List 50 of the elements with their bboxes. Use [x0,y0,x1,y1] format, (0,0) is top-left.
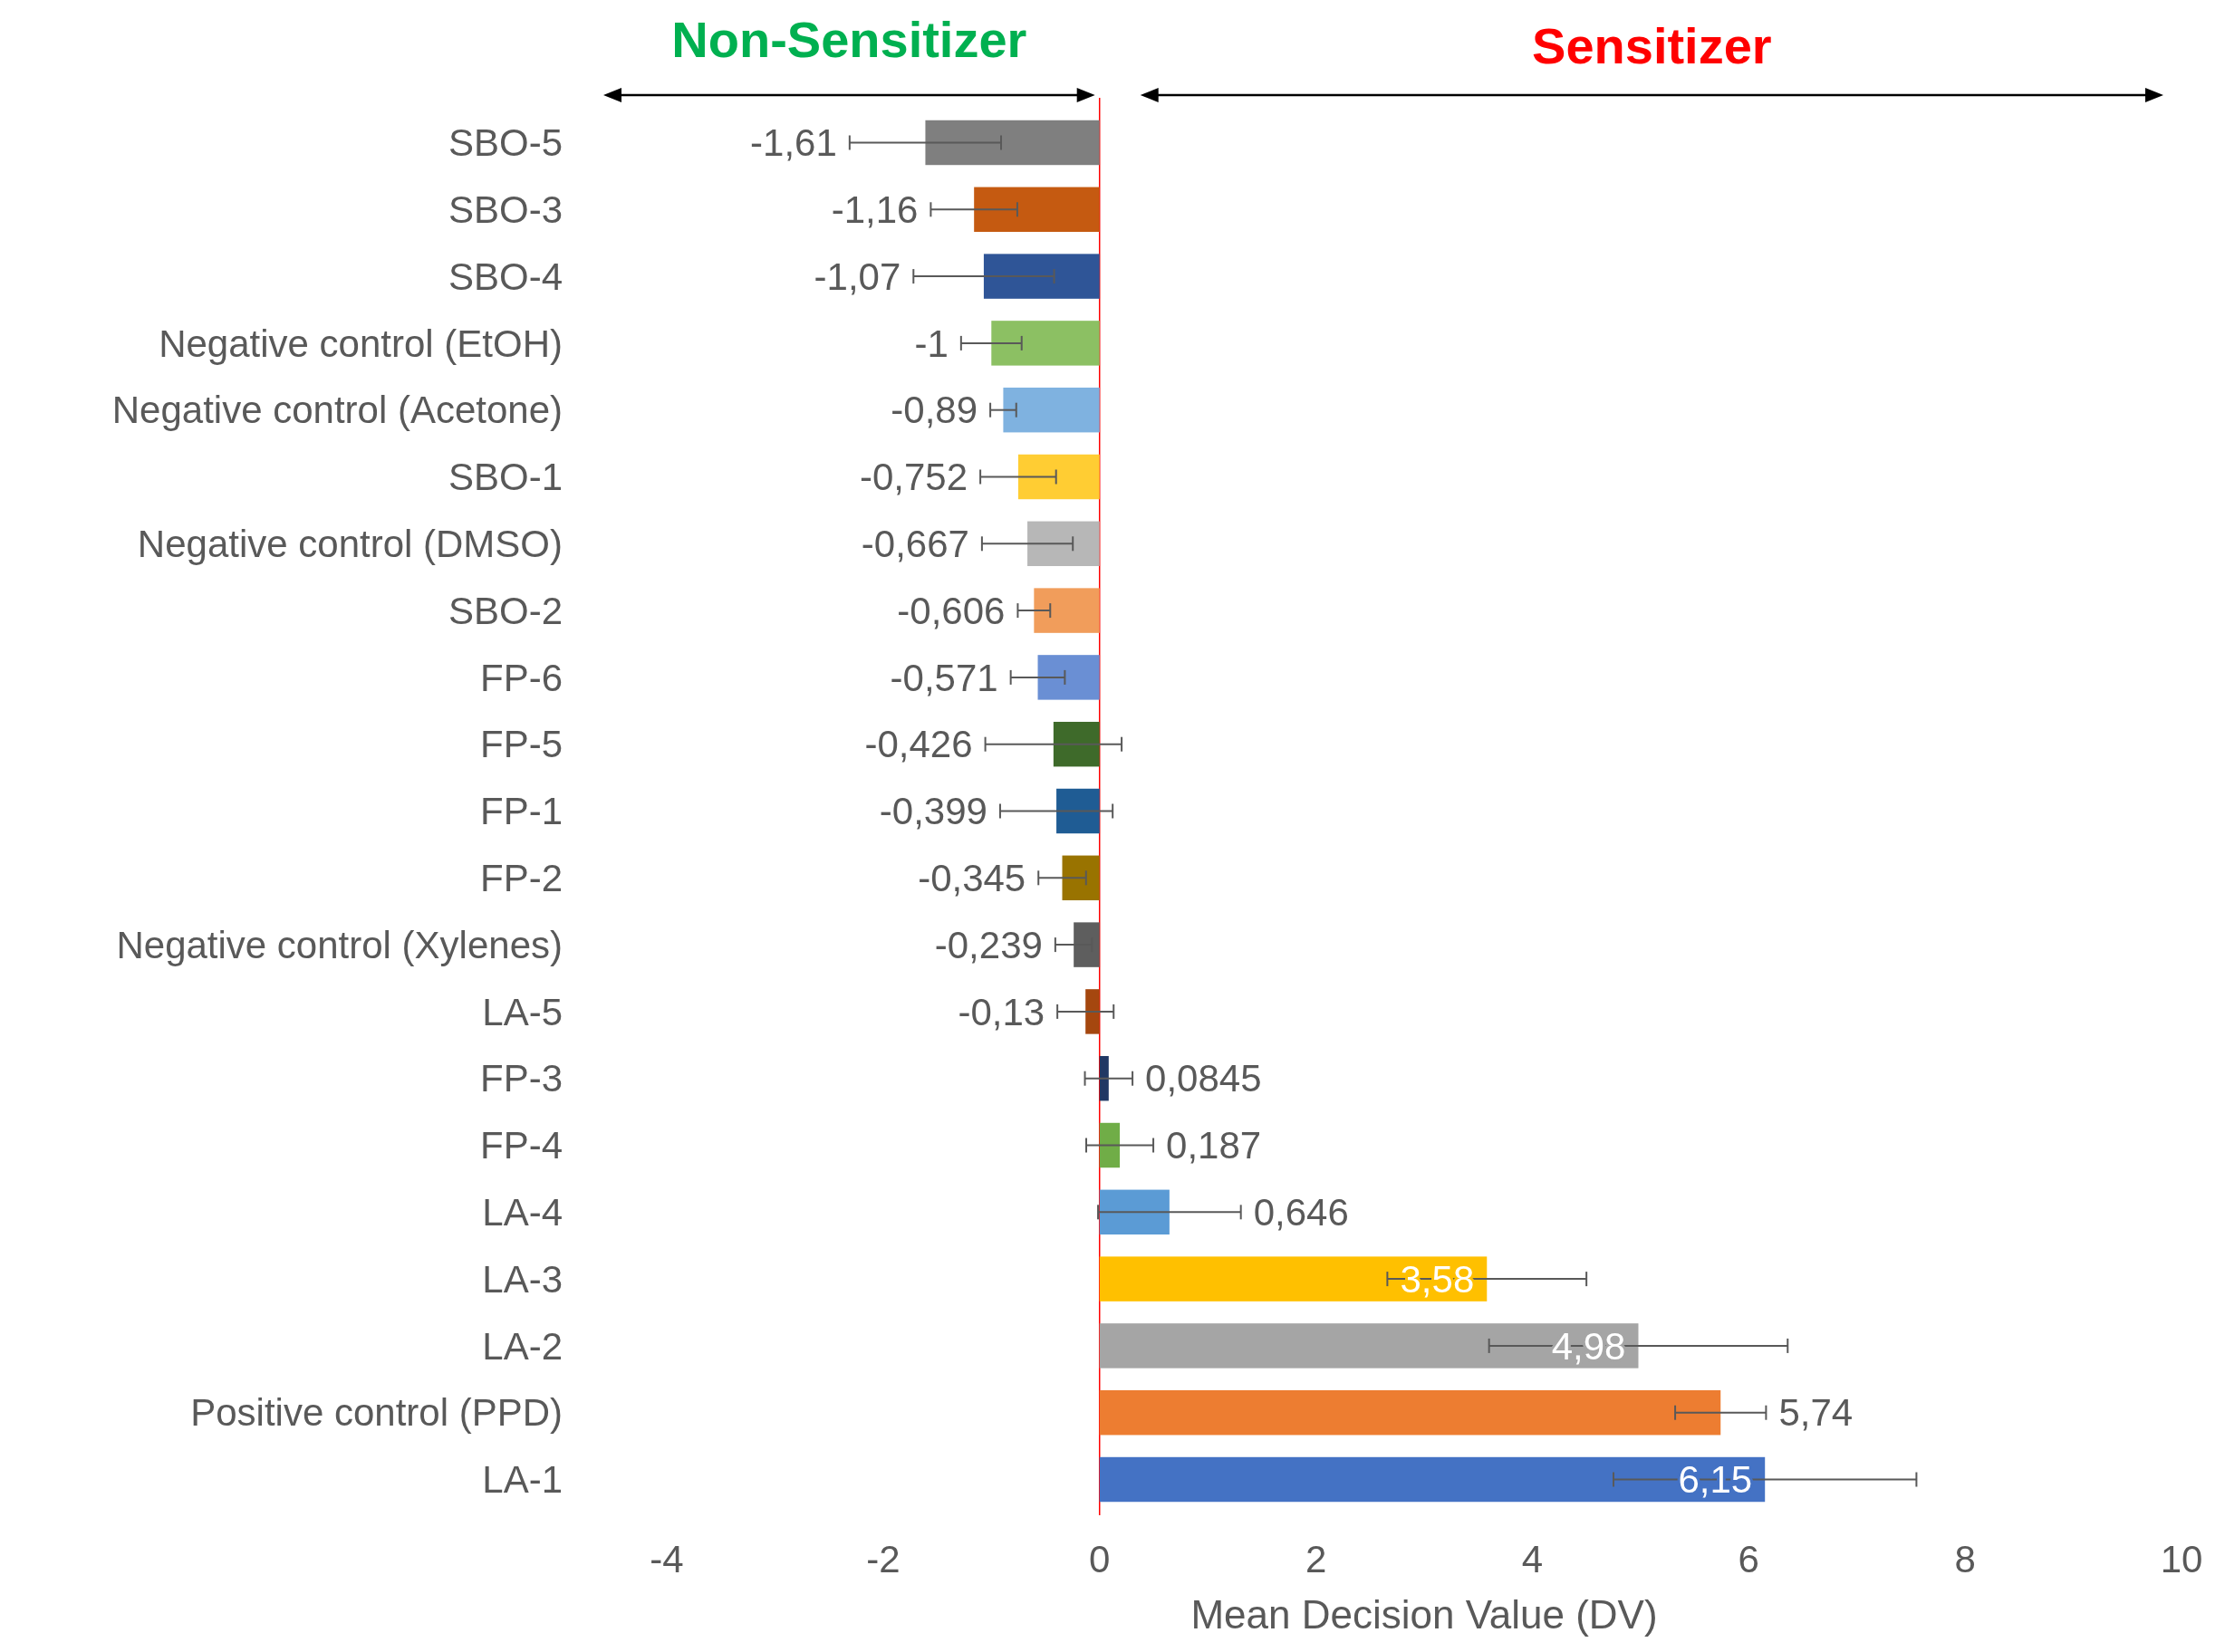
y-tick-label: LA-1 [482,1458,563,1502]
data-label: -1,07 [814,255,901,298]
x-tick-label: 0 [1089,1538,1111,1580]
y-tick-label: FP-5 [479,723,563,766]
data-label: -0,426 [864,723,973,766]
text: Non-Sensitizer [671,11,1027,68]
y-tick-label: SBO-4 [448,255,563,298]
data-label: -1,61 [750,121,837,165]
y-tick-label: FP-1 [479,790,563,833]
y-tick-label: SBO-1 [448,456,563,499]
data-label: 0,0845 [1145,1057,1262,1100]
x-tick-label: -4 [650,1538,684,1580]
data-label: -0,239 [934,923,1043,966]
data-label: -0,667 [861,522,969,565]
data-label: -0,752 [860,456,968,499]
y-tick-label: SBO-5 [448,121,563,165]
data-label: 5,74 [1778,1391,1854,1435]
y-tick-label: FP-6 [479,656,563,699]
x-tick-label: 6 [1738,1538,1759,1580]
y-tick-label: Positive control (PPD) [190,1391,563,1435]
data-label: -0,345 [918,857,1026,899]
data-label: -0,89 [891,389,978,432]
y-tick-label: FP-4 [479,1124,563,1167]
y-tick-label: Negative control (Acetone) [111,389,563,432]
data-label: -0,606 [897,589,1006,632]
y-tick-label: LA-3 [482,1257,563,1301]
data-label: -0,399 [879,790,987,833]
y-tick-label: LA-4 [482,1191,563,1234]
y-tick-label: LA-2 [482,1324,563,1368]
y-tick-label: FP-3 [479,1057,563,1100]
data-label: -1 [914,322,949,365]
x-tick-label: -2 [866,1538,901,1580]
y-tick-label: FP-2 [479,857,563,899]
data-label: 0,187 [1166,1124,1262,1167]
y-tick-label: SBO-3 [448,187,563,231]
y-tick-label: Negative control (Xylenes) [116,923,563,966]
x-tick-label: 2 [1305,1538,1327,1580]
data-label: -0,571 [890,656,998,699]
x-axis-title: Mean Decision Value (DV) [1190,1592,1658,1637]
data-label: 0,646 [1253,1191,1349,1234]
x-tick-label: 8 [1954,1538,1976,1580]
data-label: -0,13 [958,990,1045,1033]
y-tick-label: LA-5 [482,990,563,1033]
y-tick-label: Negative control (DMSO) [137,522,563,565]
y-tick-label: SBO-2 [448,589,563,632]
text: Sensitizer [1532,17,1772,74]
data-label: -1,16 [831,187,919,231]
x-tick-label: 4 [1521,1538,1544,1580]
y-tick-label: Negative control (EtOH) [159,322,563,365]
x-tick-label: 10 [2160,1538,2203,1580]
